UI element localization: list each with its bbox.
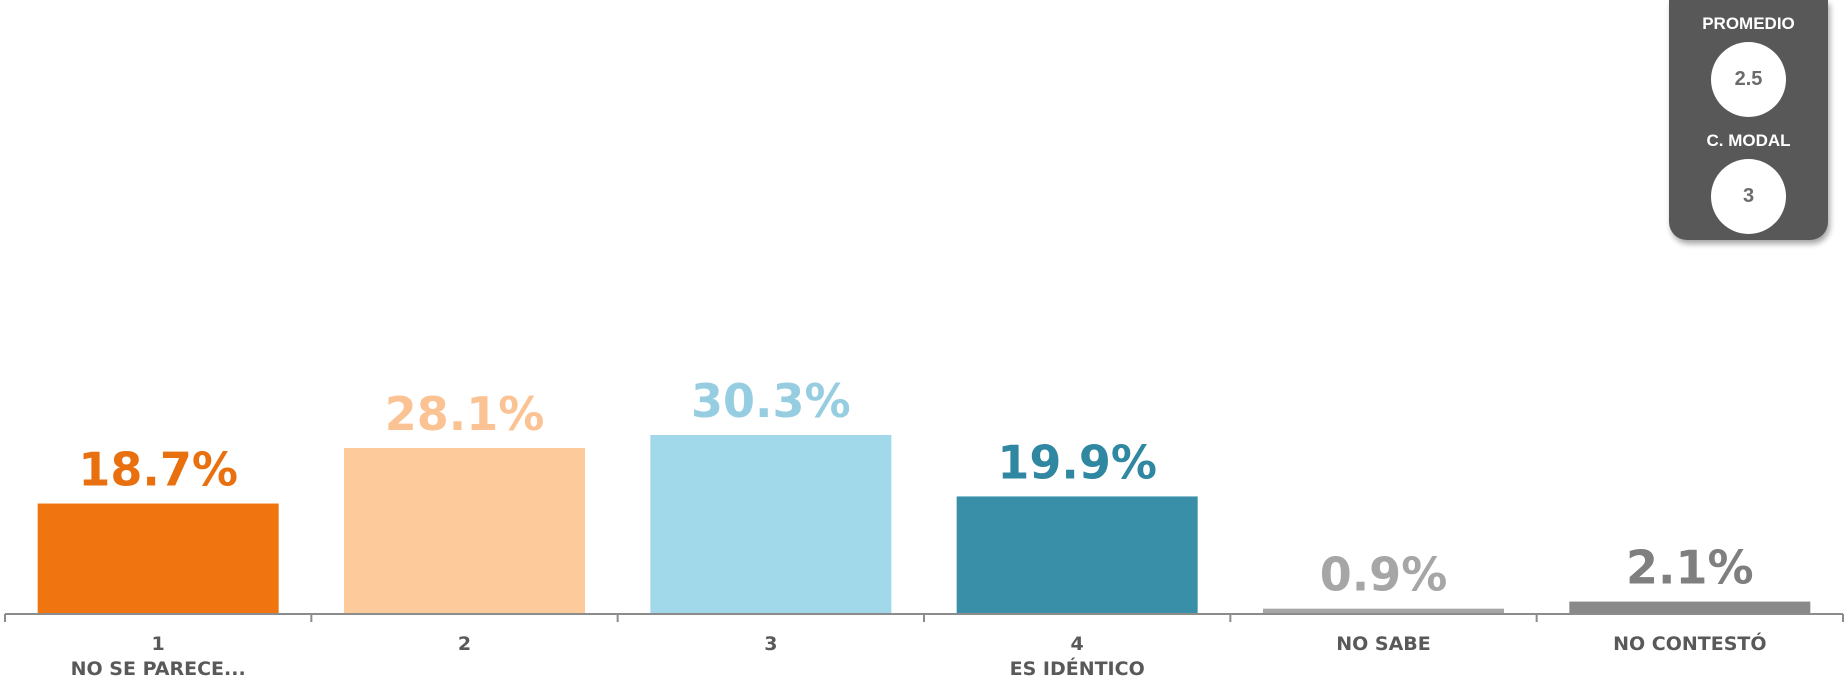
- data-label-1: 18.7%: [78, 443, 238, 497]
- category-label-4: 4: [1071, 633, 1084, 655]
- category-label-6: NO CONTESTÓ: [1613, 631, 1766, 655]
- data-label-5: 0.9%: [1320, 548, 1448, 602]
- data-label-3: 30.3%: [691, 374, 851, 428]
- data-label-4: 19.9%: [997, 435, 1157, 489]
- category-sublabel-4: ES IDÉNTICO: [1010, 657, 1145, 680]
- modal-label: C. MODAL: [1706, 131, 1791, 150]
- bar-3: [650, 435, 892, 614]
- bar-5: [1263, 608, 1504, 614]
- category-label-5: NO SABE: [1336, 633, 1431, 655]
- stats-panel: PROMEDIO 2.5 C. MODAL 3: [1669, 0, 1828, 240]
- category-label-1: 1: [152, 633, 165, 655]
- promedio-value: 2.5: [1711, 42, 1786, 117]
- modal-value: 3: [1711, 159, 1786, 234]
- data-label-2: 28.1%: [385, 387, 545, 441]
- category-label-2: 2: [458, 633, 471, 655]
- bar-2: [344, 447, 585, 614]
- bar-6: [1569, 601, 1811, 614]
- promedio-label: PROMEDIO: [1702, 14, 1795, 33]
- bar-4: [956, 496, 1198, 614]
- category-label-3: 3: [764, 633, 777, 655]
- category-sublabel-1: NO SE PARECE...: [71, 658, 246, 680]
- data-label-6: 2.1%: [1626, 541, 1754, 595]
- bar-1: [37, 503, 279, 614]
